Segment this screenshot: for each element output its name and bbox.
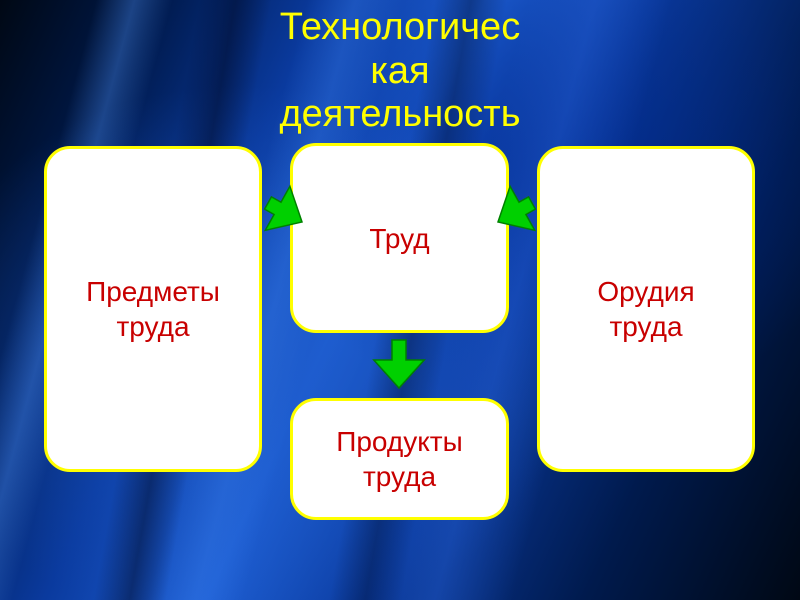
box-produkty-truda: Продукты труда: [290, 398, 509, 520]
box-bottomcenter-line2: труда: [363, 461, 436, 492]
box-right-line2: труда: [609, 311, 682, 342]
title-line2: кая: [370, 50, 429, 92]
title-line3: деятельность: [279, 93, 520, 135]
box-right-line1: Орудия: [597, 276, 694, 307]
box-left-line1: Предметы: [86, 276, 220, 307]
box-left-line2: труда: [116, 311, 189, 342]
box-bottomcenter-line1: Продукты: [336, 426, 463, 457]
box-predmety-truda: Предметы труда: [44, 146, 262, 472]
box-topcenter-line1: Труд: [369, 223, 429, 254]
slide-title: Технологичес кая деятельность: [0, 6, 800, 137]
title-line1: Технологичес: [280, 6, 520, 48]
box-trud: Труд: [290, 143, 509, 333]
box-orudiya-truda: Орудия труда: [537, 146, 755, 472]
